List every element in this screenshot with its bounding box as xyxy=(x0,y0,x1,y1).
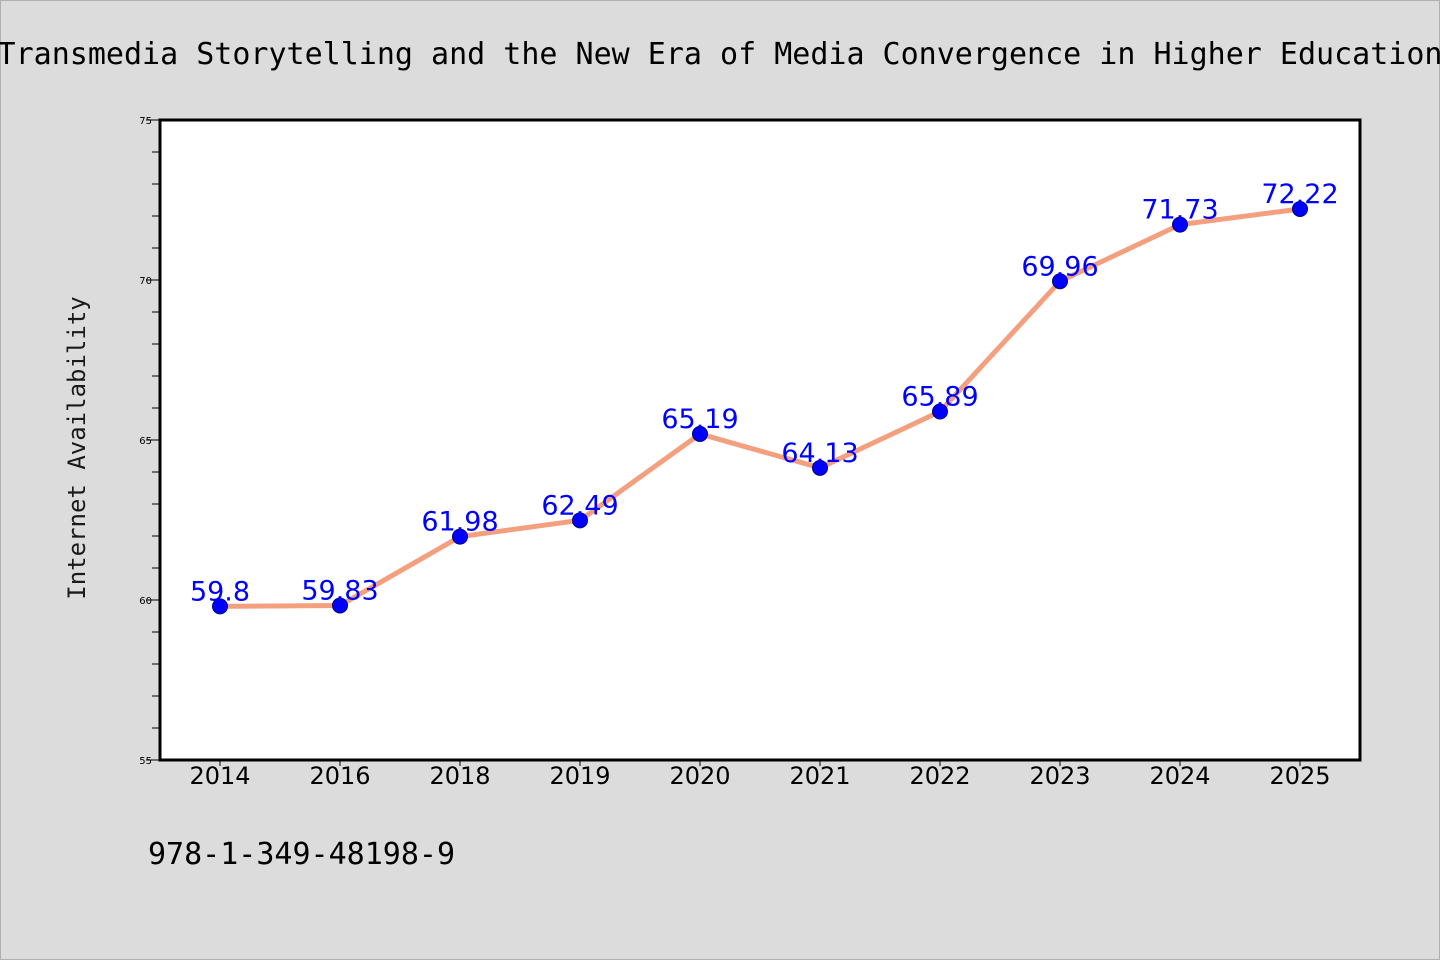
x-tick-label: 2016 xyxy=(309,762,370,790)
data-point xyxy=(1052,273,1068,290)
data-point xyxy=(932,403,948,420)
y-axis-label: Internet Availability xyxy=(63,296,91,599)
series-markers xyxy=(212,200,1308,615)
y-tick-label: 60 xyxy=(139,596,152,607)
data-label: 59.83 xyxy=(301,575,378,606)
series-line xyxy=(217,206,1303,609)
data-label: 64.13 xyxy=(781,438,858,469)
data-label: 69.96 xyxy=(1021,251,1098,282)
data-point xyxy=(212,598,228,615)
x-tick-label: 2020 xyxy=(669,762,730,790)
data-point xyxy=(332,597,348,614)
data-point xyxy=(572,512,588,529)
plot-area xyxy=(160,120,1360,760)
x-tick-label: 2018 xyxy=(429,762,490,790)
data-point xyxy=(1172,216,1188,233)
x-tick-label: 2024 xyxy=(1149,762,1210,790)
x-tick-label: 2022 xyxy=(909,762,970,790)
data-labels: 59.8 59.83 61.98 62.49 65.19 64.13 65.89 69.96 7… xyxy=(190,179,1339,607)
data-label: 71.73 xyxy=(1141,195,1218,226)
x-axis-tick-labels: 2014 2016 2018 2019 2020 2021 2022 2023 2024 2025 xyxy=(189,762,1330,790)
y-tick-label: 55 xyxy=(139,756,152,767)
isbn-annotation: 978-1-349-48198-9 xyxy=(148,837,455,872)
data-point xyxy=(1292,200,1308,217)
data-point xyxy=(452,528,468,545)
data-label: 61.98 xyxy=(421,507,498,538)
data-label: 62.49 xyxy=(541,490,618,521)
x-tick-label: 2021 xyxy=(789,762,850,790)
plot-frame xyxy=(158,118,1362,762)
x-tick-label: 2023 xyxy=(1029,762,1090,790)
data-label: 59.8 xyxy=(190,576,250,607)
y-axis-ticks xyxy=(146,119,160,761)
data-point xyxy=(692,425,708,442)
y-tick-label: 70 xyxy=(139,276,152,287)
data-point xyxy=(812,459,828,476)
y-tick-label: 65 xyxy=(139,436,152,447)
y-tick-label: 75 xyxy=(139,116,152,127)
x-tick-label: 2025 xyxy=(1269,762,1330,790)
data-label: 65.19 xyxy=(661,404,738,435)
x-tick-label: 2019 xyxy=(549,762,610,790)
data-label: 65.89 xyxy=(901,382,978,413)
chart-title: Transmedia Storytelling and the New Era … xyxy=(0,37,1440,72)
data-label: 72.22 xyxy=(1261,179,1338,210)
y-axis-tick-labels: 55 60 65 70 75 xyxy=(139,116,152,767)
x-tick-label: 2014 xyxy=(189,762,250,790)
